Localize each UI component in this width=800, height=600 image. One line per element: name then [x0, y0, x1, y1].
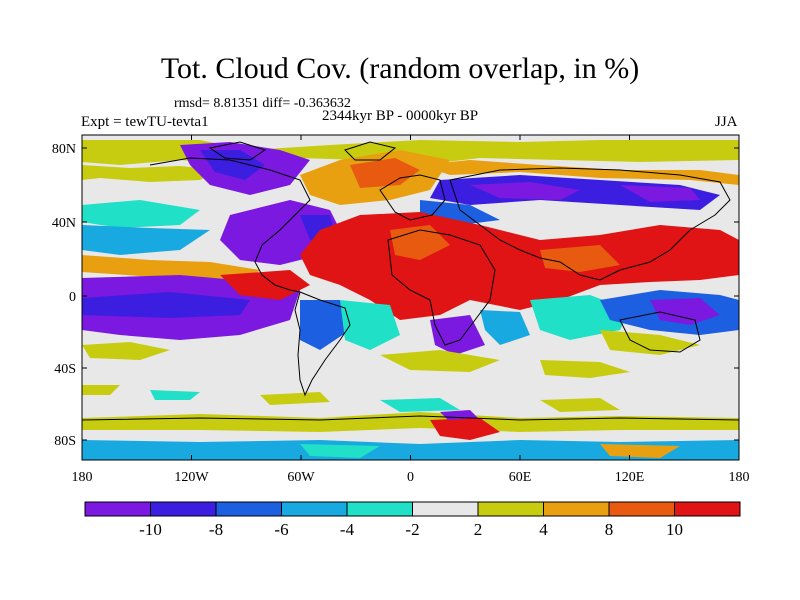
lon-label: 180 [729, 470, 750, 485]
field-region [300, 300, 350, 350]
field-region [82, 200, 200, 228]
colorbar-swatch [281, 501, 348, 517]
field-region [390, 225, 450, 260]
field-region [350, 158, 420, 188]
colorbar-label: 2 [474, 520, 483, 539]
field-region [470, 182, 580, 200]
coastline-greenland [344, 141, 397, 161]
field-region [82, 440, 739, 460]
field-region [380, 398, 460, 412]
coastline-greenland-arctic [208, 141, 267, 161]
lat-label: 0 [69, 290, 76, 305]
field-region [82, 292, 250, 318]
colorbar-label: -8 [209, 520, 223, 539]
coastlines [82, 141, 739, 421]
statistics-label: rmsd= 8.81351 diff= -0.363632 [174, 96, 351, 111]
field-region [82, 412, 739, 432]
colorbar-swatch [477, 501, 544, 517]
field-region [300, 444, 380, 458]
lat-label: 40S [54, 362, 76, 377]
field-region [200, 150, 265, 180]
lon-label: 120W [174, 470, 209, 485]
field-region [150, 390, 200, 400]
colorbar-swatch [543, 501, 610, 517]
lon-label: 180 [72, 470, 93, 485]
colorbar-label: 4 [539, 520, 548, 539]
field-region [82, 165, 220, 182]
field-region [650, 298, 720, 325]
lat-label: 80S [54, 434, 76, 449]
lat-label: 40N [52, 216, 76, 231]
field-region [260, 392, 330, 405]
colorbar-label: 10 [666, 520, 683, 539]
experiment-label: Expt = tewTU-tevta1 [81, 114, 209, 130]
colorbar-swatch [608, 501, 675, 517]
coastline-africa [387, 229, 496, 346]
longitude-axis: 180 120W 60W 0 60E 120E 180 [72, 135, 750, 485]
colorbar-swatch [215, 501, 282, 517]
latitude-axis: 80N 40N 0 40S 80S [52, 142, 739, 449]
field-region [480, 310, 530, 345]
field-region [220, 270, 310, 300]
colorbar: -10 -8 -6 -4 -2 2 4 8 10 [84, 501, 741, 539]
coastline-europe [379, 174, 446, 221]
colorbar-label: -10 [139, 520, 162, 539]
field-region [620, 185, 700, 202]
coastline-australia [619, 311, 701, 353]
coastline-south-america [294, 291, 351, 397]
colorbar-swatch [346, 501, 413, 517]
field-region [420, 160, 739, 185]
lon-label: 120E [615, 470, 645, 485]
field-region [600, 444, 680, 458]
field-region [430, 418, 500, 440]
colorbar-label: -2 [405, 520, 419, 539]
coastline-asia [449, 167, 731, 281]
colorbar-label: 8 [605, 520, 614, 539]
colorbar-label: -4 [340, 520, 355, 539]
field-region [380, 350, 500, 372]
colorbar-label: -6 [274, 520, 288, 539]
lon-label: 60E [509, 470, 532, 485]
lon-label: 0 [407, 470, 414, 485]
lon-label: 60W [287, 470, 315, 485]
field-region [82, 225, 210, 255]
field-region [82, 385, 120, 395]
colorbar-swatch [84, 501, 151, 517]
field-region [340, 300, 400, 350]
period-label: 2344kyr BP - 0000kyr BP [322, 108, 479, 124]
coastline-antarctica [82, 415, 739, 421]
field-region [540, 398, 620, 412]
season-label: JJA [715, 114, 738, 130]
colorbar-swatch [674, 501, 741, 517]
plot-title: Tot. Cloud Cov. (random overlap, in %) [160, 52, 640, 85]
field-region [82, 255, 260, 280]
field-region [82, 342, 170, 360]
coastline-north-america [149, 157, 311, 293]
field-region [600, 330, 700, 355]
cloud-anomaly-field [82, 135, 739, 460]
colorbar-swatch [150, 501, 217, 517]
field-region [540, 360, 630, 378]
field-region [540, 245, 620, 272]
lat-label: 80N [52, 142, 76, 157]
colorbar-swatch [412, 501, 479, 517]
